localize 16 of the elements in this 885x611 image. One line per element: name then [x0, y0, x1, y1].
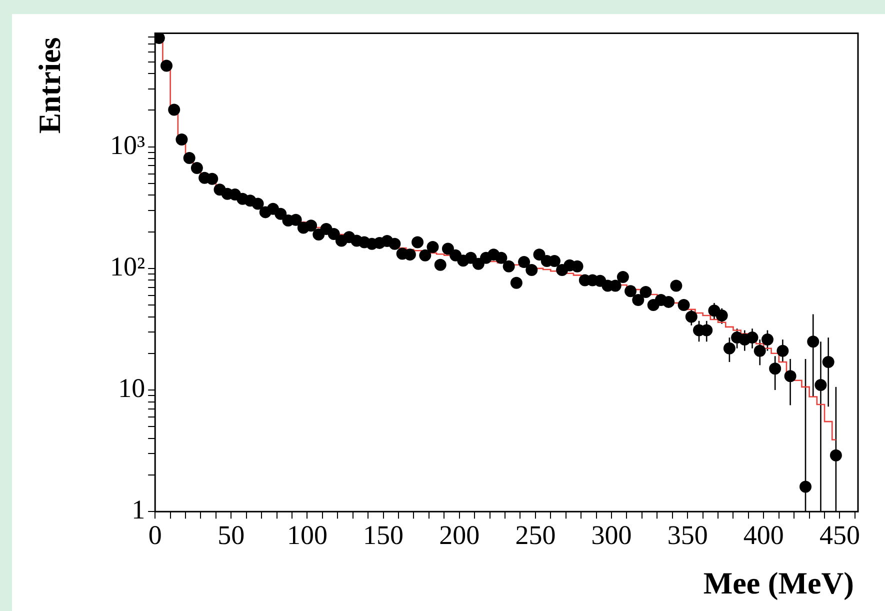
x-tick-label: 250: [515, 520, 556, 550]
x-tick-label: 400: [743, 520, 784, 550]
x-tick-label: 450: [819, 520, 860, 550]
y-tick-label: 10²: [110, 252, 146, 282]
x-tick-label: 200: [439, 520, 480, 550]
x-axis-title: Mee (MeV): [703, 566, 854, 601]
x-tick-label: 150: [363, 520, 404, 550]
y-tick-label: 1: [132, 494, 146, 525]
y-tick-label: 10³: [110, 130, 146, 160]
x-tick-label: 350: [667, 520, 708, 550]
x-tick-label: 50: [218, 520, 245, 550]
y-axis-title: Entries: [32, 37, 68, 134]
x-tick-label: 0: [148, 520, 162, 550]
y-tick-label: 10: [118, 373, 146, 404]
x-tick-label: 100: [286, 520, 328, 550]
x-tick-label: 300: [591, 520, 632, 550]
